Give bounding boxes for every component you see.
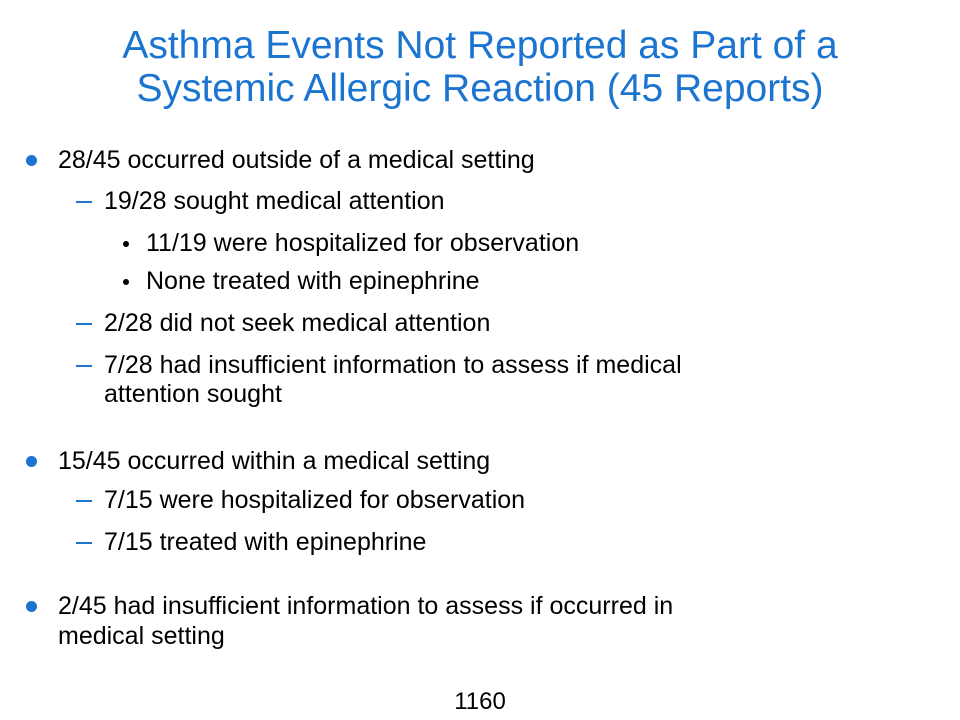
subsubitem-no-epinephrine: None treated with epinephrine <box>146 267 480 295</box>
dash-marker <box>76 500 92 502</box>
bullet-marker <box>26 456 37 467</box>
subitem-hospitalized-observation: 7/15 were hospitalized for observation <box>104 486 526 514</box>
subitem-insufficient-info-line-1: 7/28 had insufficient information to ass… <box>104 351 682 379</box>
slide-title-line-2: Systemic Allergic Reaction (45 Reports) <box>136 67 824 110</box>
bullet-marker <box>26 601 37 612</box>
dash-marker <box>76 201 92 203</box>
bullet-outside-medical-setting: 28/45 occurred outside of a medical sett… <box>58 146 535 174</box>
dash-marker <box>76 542 92 544</box>
subitem-treated-epinephrine: 7/15 treated with epinephrine <box>104 528 427 556</box>
subitem-insufficient-info-line-2: attention sought <box>104 380 282 408</box>
slide-title: Asthma Events Not Reported as Part of a … <box>20 24 940 110</box>
dot-marker <box>123 241 129 247</box>
bullet-insufficient-info-line-1: 2/45 had insufficient information to ass… <box>58 592 674 620</box>
page-number: 1160 <box>454 688 506 715</box>
bullet-marker <box>26 155 37 166</box>
subitem-no-attention: 2/28 did not seek medical attention <box>104 309 491 337</box>
subsubitem-hospitalized: 11/19 were hospitalized for observation <box>146 229 580 257</box>
slide-title-line-1: Asthma Events Not Reported as Part of a <box>122 24 838 67</box>
subitem-sought-attention: 19/28 sought medical attention <box>104 187 445 215</box>
dash-marker <box>76 323 92 325</box>
bullet-within-medical-setting: 15/45 occurred within a medical setting <box>58 447 491 475</box>
bullet-insufficient-info-line-2: medical setting <box>58 622 225 650</box>
dash-marker <box>76 365 92 367</box>
dot-marker <box>123 279 129 285</box>
